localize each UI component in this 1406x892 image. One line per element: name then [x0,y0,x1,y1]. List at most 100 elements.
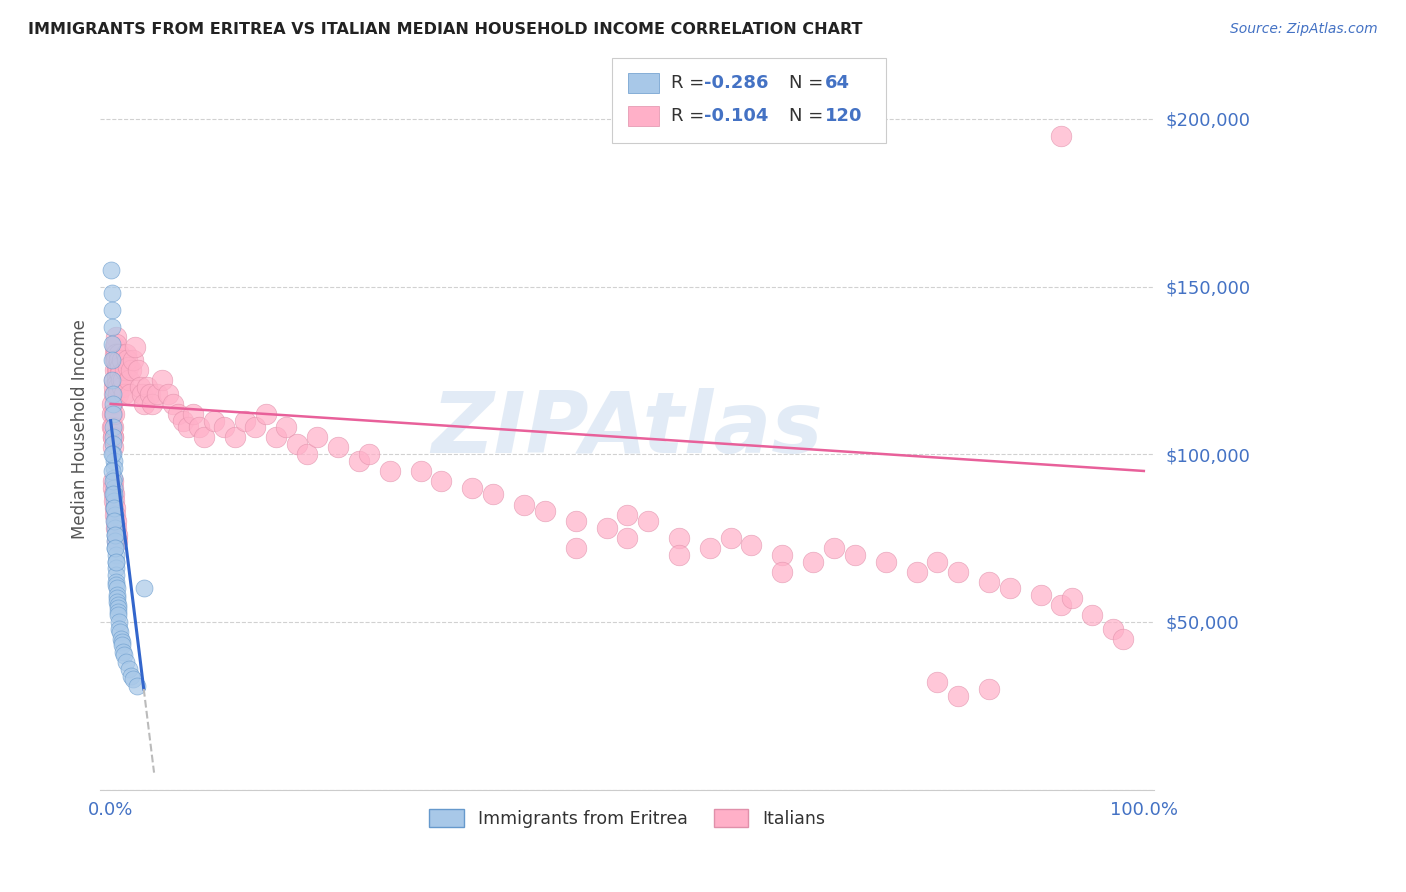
Point [101,407,124,421]
Point [103,500,125,515]
Point [107,387,129,401]
Point [927,675,949,690]
Point [844,548,866,562]
Point [104,336,127,351]
Point [115,655,138,669]
Point [187,420,209,434]
Point [875,555,897,569]
Point [430,474,453,488]
Point [1112,632,1135,646]
Point [770,565,793,579]
Point [104,500,127,515]
Point [101,397,124,411]
Point [1050,128,1073,143]
Point [105,370,128,384]
Point [101,336,124,351]
Point [103,500,125,515]
Point [104,330,127,344]
Y-axis label: Median Household Income: Median Household Income [72,319,89,539]
Point [105,595,128,609]
Point [801,555,824,569]
Point [100,303,122,318]
Point [100,262,122,277]
Point [122,672,145,686]
Point [103,514,125,528]
Point [637,514,659,528]
Point [146,387,169,401]
Point [264,430,287,444]
Point [977,681,1000,696]
Point [104,508,127,522]
Point [108,622,131,636]
Point [105,363,128,377]
Point [193,430,215,444]
Point [100,447,122,461]
Point [103,487,125,501]
Point [112,387,135,401]
Point [114,363,136,377]
Point [347,454,370,468]
Point [101,441,124,455]
Point [378,464,401,478]
Text: IMMIGRANTS FROM ERITREA VS ITALIAN MEDIAN HOUSEHOLD INCOME CORRELATION CHART: IMMIGRANTS FROM ERITREA VS ITALIAN MEDIA… [28,22,863,37]
Point [482,487,505,501]
Point [105,359,128,374]
Point [104,534,127,549]
Point [104,555,127,569]
Point [326,441,349,455]
Point [110,632,132,646]
Point [112,648,135,663]
Point [564,541,586,555]
Point [103,481,125,495]
Point [104,527,127,541]
Point [100,397,122,411]
Point [105,568,128,582]
Point [105,578,128,592]
Text: R =: R = [671,74,710,92]
Point [132,397,155,411]
Point [616,531,638,545]
Point [107,380,129,394]
Point [103,494,125,508]
Text: ZIPAtlas: ZIPAtlas [432,387,823,471]
Point [104,353,127,368]
Text: 64: 64 [825,74,851,92]
Point [101,430,124,444]
Point [105,521,128,535]
Point [120,668,142,682]
Point [1101,622,1123,636]
Point [720,531,742,545]
Point [307,430,329,444]
Text: -0.104: -0.104 [704,107,769,125]
Point [595,521,617,535]
Point [107,608,129,623]
Point [117,359,139,374]
Point [108,359,131,374]
Point [977,574,1000,589]
Point [104,514,127,528]
Point [295,447,318,461]
Point [177,420,200,434]
Point [699,541,721,555]
Point [409,464,432,478]
Point [104,514,127,528]
Point [104,346,127,360]
Point [105,582,128,596]
Point [101,319,124,334]
Point [128,380,150,394]
Point [103,494,125,508]
Point [103,387,125,401]
Point [118,662,141,676]
Point [104,541,127,555]
Text: N =: N = [789,107,828,125]
Point [131,387,153,401]
Point [100,286,122,301]
Point [105,588,128,602]
Point [946,689,969,703]
Point [101,353,124,368]
Point [104,541,127,555]
Point [740,538,762,552]
Point [823,541,845,555]
Point [111,353,134,368]
Point [564,514,586,528]
